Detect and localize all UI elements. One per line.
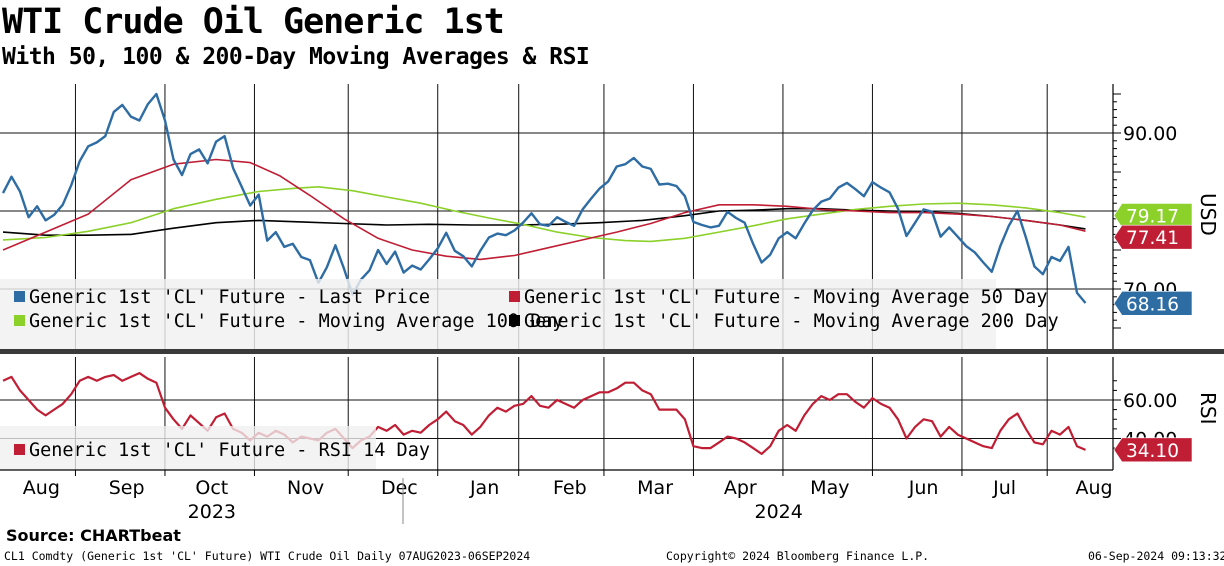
chart-title: WTI Crude Oil Generic 1st — [2, 2, 505, 42]
last-value-rsi-value: 34.10 — [1126, 441, 1179, 462]
last-value-rsi-box — [1113, 437, 1193, 463]
series-line-ma100 — [2, 186, 1086, 243]
price-panel-series — [1, 92, 1087, 304]
footer-timestamp: 06-Sep-2024 09:13:32 — [1088, 549, 1224, 563]
legend-swatch-ma50 — [509, 291, 520, 302]
panel-divider — [0, 349, 1224, 354]
month-label: Jan — [469, 477, 499, 499]
month-label: Sep — [109, 477, 145, 499]
footer-security-info: CL1 Comdty (Generic 1st 'CL' Future) WTI… — [4, 549, 531, 563]
month-label: Dec — [381, 477, 418, 499]
price-ytick-label: 90.00 — [1123, 123, 1177, 145]
last-value-price-value: 68.16 — [1126, 294, 1179, 315]
month-label: Aug — [1076, 477, 1113, 499]
year-label: 2023 — [188, 501, 236, 523]
last-value-ma100-box — [1113, 203, 1193, 228]
legend-label-ma100: Generic 1st 'CL' Future - Moving Average… — [29, 311, 564, 332]
chart-subtitle: With 50, 100 & 200-Day Moving Averages &… — [2, 44, 590, 70]
series-line-ma50 — [2, 158, 1086, 261]
month-label: Mar — [637, 477, 673, 499]
last-value-ma100-value: 79.17 — [1126, 206, 1179, 227]
price-legend-box — [0, 279, 996, 349]
rsi-ytick-label: 60.00 — [1123, 390, 1177, 412]
month-label: Nov — [287, 477, 324, 499]
year-label: 2024 — [755, 501, 803, 523]
legend-label-rsi: Generic 1st 'CL' Future - RSI 14 Day — [29, 440, 430, 461]
legend-swatch-ma100 — [14, 315, 25, 326]
source-note: Source: CHARTbeat — [6, 526, 181, 545]
legend-swatch-ma200 — [509, 315, 520, 326]
month-label: Oct — [195, 477, 228, 499]
legend-label-ma50: Generic 1st 'CL' Future - Moving Average… — [524, 287, 1047, 308]
month-label: Feb — [553, 477, 587, 499]
price-axis-label: USD — [1196, 193, 1220, 236]
legend-swatch-rsi — [14, 444, 25, 455]
legend-label-ma200: Generic 1st 'CL' Future - Moving Average… — [524, 311, 1059, 332]
legend-label-price: Generic 1st 'CL' Future - Last Price — [29, 287, 430, 308]
footer-copyright: Copyright© 2024 Bloomberg Finance L.P. — [666, 549, 930, 563]
series-line-price — [1, 92, 1087, 304]
month-label: Jun — [908, 477, 939, 499]
legend-swatch-price — [14, 291, 25, 302]
month-label: May — [810, 477, 849, 499]
month-label: Apr — [724, 477, 757, 499]
legends: Generic 1st 'CL' Future - Last Price Gene… — [0, 279, 1059, 470]
last-value-ma50-box — [1113, 224, 1193, 250]
month-label: Aug — [23, 477, 60, 499]
month-label: Jul — [992, 477, 1016, 499]
last-value-ma50-value: 77.41 — [1126, 228, 1179, 249]
rsi-legend-box — [0, 426, 376, 470]
last-value-price-box — [1113, 291, 1193, 316]
rsi-axis-label: RSI — [1196, 392, 1220, 425]
